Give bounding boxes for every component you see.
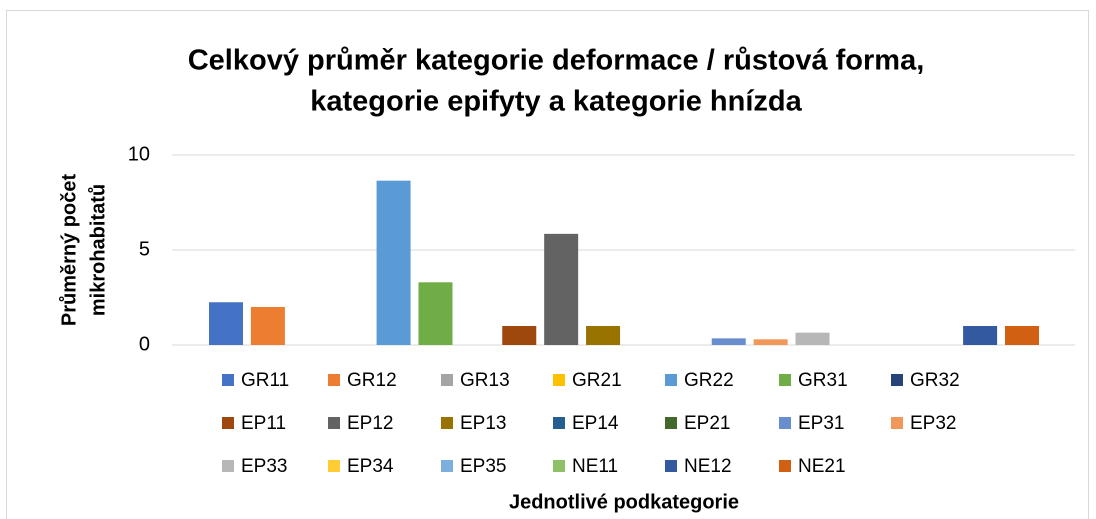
- legend-swatch: [441, 417, 453, 429]
- bar: [1005, 326, 1039, 345]
- legend-label: NE21: [798, 456, 846, 477]
- y-tick-label: 0: [139, 333, 150, 355]
- legend-label: GR22: [684, 370, 734, 391]
- legend-swatch: [779, 460, 791, 472]
- legend-label: EP31: [798, 413, 844, 434]
- bar: [209, 302, 243, 345]
- legend-label: EP14: [572, 413, 619, 434]
- legend-swatch: [328, 417, 340, 429]
- legend-swatch: [665, 417, 677, 429]
- legend-swatch: [665, 460, 677, 472]
- legend-swatch: [328, 460, 340, 472]
- legend-swatch: [779, 417, 791, 429]
- legend-swatch: [222, 417, 234, 429]
- legend-label: NE11: [572, 456, 618, 477]
- legend-label: GR11: [241, 370, 289, 391]
- legend-label: GR21: [572, 370, 622, 391]
- y-tick-label: 10: [128, 143, 150, 165]
- chart-title: Celkový průměr kategorie deformace / růs…: [188, 45, 925, 77]
- legend-swatch: [441, 460, 453, 472]
- legend-label: EP34: [347, 456, 394, 477]
- legend-label: EP12: [347, 413, 393, 434]
- legend-swatch: [553, 460, 565, 472]
- x-axis-title: Jednotlivé podkategorie: [509, 491, 739, 513]
- bar: [711, 338, 746, 345]
- y-axis-title: Průměrný počet: [58, 174, 80, 327]
- bar: [418, 282, 453, 345]
- legend-swatch: [665, 374, 677, 386]
- bar: [795, 332, 830, 345]
- bar: [586, 326, 621, 345]
- legend-label: NE12: [684, 456, 732, 477]
- legend-swatch: [222, 460, 234, 472]
- legend-label: EP32: [910, 413, 956, 434]
- legend-label: GR12: [347, 370, 397, 391]
- legend-label: GR32: [910, 370, 960, 391]
- legend-swatch: [891, 374, 903, 386]
- legend-label: EP21: [684, 413, 730, 434]
- legend-label: GR31: [798, 370, 848, 391]
- legend-swatch: [553, 417, 565, 429]
- bar: [250, 307, 285, 345]
- legend-swatch: [891, 417, 903, 429]
- bar: [963, 326, 998, 345]
- bar: [544, 233, 579, 345]
- legend-label: EP13: [460, 413, 506, 434]
- y-axis-title: mikrohabitatů: [87, 184, 109, 316]
- legend-label: EP33: [241, 456, 287, 477]
- chart-title: kategorie epifyty a kategorie hnízda: [310, 86, 802, 118]
- legend-swatch: [441, 374, 453, 386]
- legend-label: EP11: [241, 413, 286, 434]
- bar: [502, 326, 537, 345]
- legend-swatch: [553, 374, 565, 386]
- legend-swatch: [779, 374, 791, 386]
- legend-swatch: [328, 374, 340, 386]
- legend-swatch: [222, 374, 234, 386]
- legend-label: GR13: [460, 370, 510, 391]
- y-tick-label: 5: [139, 238, 150, 260]
- legend-label: EP35: [460, 456, 506, 477]
- bar: [753, 339, 788, 345]
- bar: [376, 180, 411, 345]
